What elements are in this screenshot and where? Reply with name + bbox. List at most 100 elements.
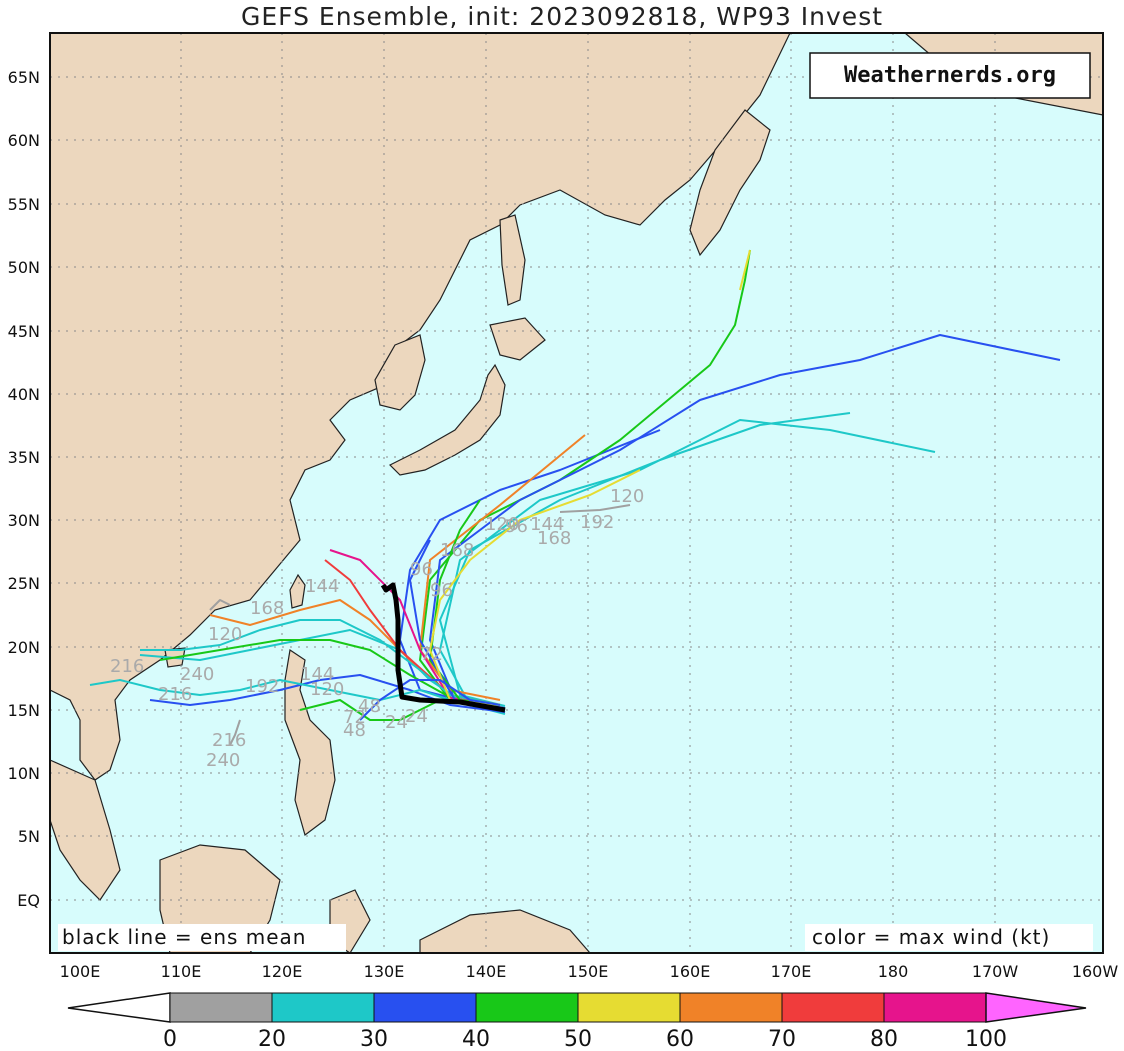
note-left-box (58, 924, 346, 951)
track-label: 48 (358, 696, 381, 717)
track-member (559, 504, 631, 513)
track-label: 24 (385, 712, 408, 733)
map-frame (49, 32, 1104, 954)
track-label: 120 (485, 514, 519, 535)
colorbar-tick: 0 (163, 1027, 177, 1051)
track-label: 120 (208, 624, 242, 645)
track-member (429, 469, 641, 706)
track-label: 72 (343, 707, 366, 728)
track-label: 96 (505, 516, 528, 537)
track-label: 168 (440, 540, 474, 561)
ensemble-mean-track (380, 582, 506, 713)
honshu-landmass (388, 363, 506, 476)
lat-tick-label: 35N (8, 448, 40, 467)
colorbar-tick: 80 (870, 1027, 898, 1051)
lat-tick-label: 30N (8, 511, 40, 530)
mean-line-note: black line = ens mean (62, 925, 307, 949)
track-member (89, 679, 501, 706)
colorbar-segment (679, 992, 783, 1023)
hokkaido-landmass (489, 317, 546, 361)
track-member (359, 679, 501, 721)
track-label: 120 (310, 679, 344, 700)
track-label: 192 (245, 676, 279, 697)
korea-landmass (374, 334, 426, 411)
watermark-text: Weathernerds.org (844, 63, 1056, 88)
colorbar-segment (475, 992, 579, 1023)
lon-tick-label: 130E (364, 962, 405, 981)
lat-tick-label: 10N (8, 764, 40, 783)
colorbar-segment (577, 992, 681, 1023)
track-label: 168 (250, 598, 284, 619)
track-member (140, 619, 501, 706)
track-label: 96 (410, 559, 433, 580)
lon-tick-label: 180 (878, 962, 909, 981)
track-label: 216 (212, 730, 246, 751)
lat-tick-label: 5N (18, 827, 40, 846)
lon-tick-label: 120E (262, 962, 303, 981)
grid-lines (50, 33, 1103, 953)
track-label: 168 (537, 528, 571, 549)
colorbar-tick: 60 (666, 1027, 694, 1051)
lat-tick-label: EQ (17, 891, 40, 910)
track-label: 192 (580, 512, 614, 533)
track-label: 216 (158, 684, 192, 705)
track-label: 48 (343, 720, 366, 741)
lat-tick-label: 65N (8, 68, 40, 87)
philippines-landmass (284, 648, 336, 837)
lat-tick-label: 50N (8, 258, 40, 277)
colorbar-segment (781, 992, 885, 1023)
colorbar-segment (883, 992, 987, 1023)
lat-tick-label: 25N (8, 574, 40, 593)
lon-axis: 100E 110E 120E 130E 140E 150E 160E 170E … (60, 962, 1119, 981)
track-hour-labels: 120 192 168 144 96 120 216 240 216 192 1… (110, 486, 644, 771)
asia-landmass (49, 32, 791, 781)
colorbar-segment (373, 992, 477, 1023)
lon-tick-label: 160W (1072, 962, 1119, 981)
lat-tick-label: 45N (8, 322, 40, 341)
track-label: 24 (405, 706, 428, 727)
lat-axis: 65N 60N 55N 50N 45N 40N 35N 30N 25N 20N … (8, 68, 40, 910)
track-member (739, 249, 751, 291)
lat-tick-label: 60N (8, 131, 40, 150)
colorbar-tick: 40 (462, 1027, 490, 1051)
colorbar-tick: 70 (768, 1027, 796, 1051)
wind-color-note: color = max wind (kt) (812, 925, 1050, 949)
track-label: 144 (300, 664, 334, 685)
track-member (439, 419, 936, 715)
track-label: 240 (180, 664, 214, 685)
track-label: 216 (110, 656, 144, 677)
colorbar-tick: 50 (564, 1027, 592, 1051)
track-member (209, 599, 231, 611)
lat-tick-label: 20N (8, 638, 40, 657)
lat-tick-label: 15N (8, 701, 40, 720)
lon-tick-label: 110E (161, 962, 202, 981)
track-label: 72 (420, 644, 443, 665)
kamchatka-landmass (689, 109, 771, 257)
track-label: 144 (305, 576, 339, 597)
colorbar-tick: 100 (965, 1027, 1007, 1051)
chart-title: GEFS Ensemble, init: 2023092818, WP93 In… (240, 2, 884, 31)
lat-tick-label: 55N (8, 195, 40, 214)
colorbar: 0 20 30 40 50 60 70 80 100 (67, 992, 1087, 1051)
colorbar-over-arrow (985, 992, 1087, 1023)
lon-tick-label: 170W (972, 962, 1019, 981)
track-member (229, 719, 241, 746)
taiwan-landmass (289, 573, 306, 609)
lat-tick-label: 40N (8, 385, 40, 404)
track-label: 144 (530, 514, 564, 535)
sakhalin-landmass (499, 214, 526, 306)
track-label: 96 (430, 580, 453, 601)
colorbar-tick: 20 (258, 1027, 286, 1051)
colorbar-segment (169, 992, 273, 1023)
track-label: 240 (206, 750, 240, 771)
note-right-box (805, 924, 1093, 951)
watermark-box: Weathernerds.org (809, 52, 1091, 99)
colorbar-segment (271, 992, 375, 1023)
lon-tick-label: 150E (568, 962, 609, 981)
colorbar-under-arrow (67, 992, 171, 1023)
lon-tick-label: 100E (60, 962, 101, 981)
lon-tick-label: 160E (670, 962, 711, 981)
lon-tick-label: 140E (466, 962, 507, 981)
colorbar-tick: 30 (360, 1027, 388, 1051)
